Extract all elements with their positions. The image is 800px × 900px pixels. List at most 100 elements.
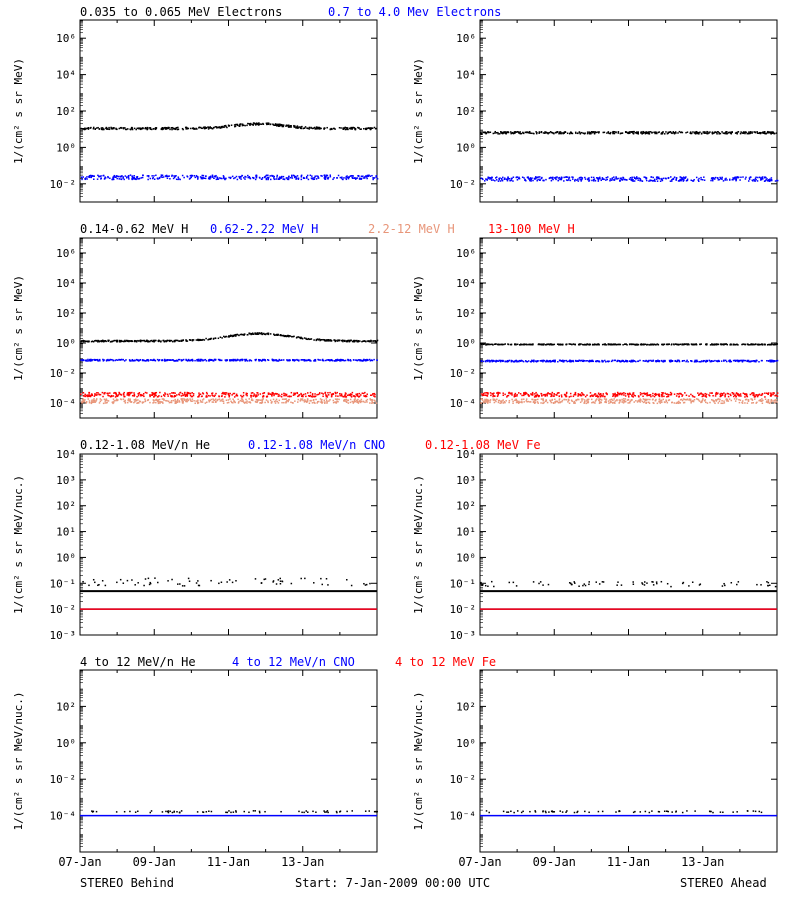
data-point-r2-ahead-1 (527, 360, 530, 362)
data-point-r2-behind-3 (374, 393, 376, 396)
data-point-r2-behind-3 (149, 394, 151, 396)
data-point-r2-behind-0 (107, 340, 110, 342)
data-point-r2-behind-0 (133, 340, 136, 343)
data-point-r2-ahead-1 (485, 360, 487, 363)
data-point-r2-behind-3 (155, 394, 157, 397)
data-point-r2-behind-3 (107, 392, 109, 395)
data-point-r2-behind-2 (306, 401, 308, 404)
data-point-r1-behind-1 (255, 176, 258, 179)
data-point-r2-behind-0 (130, 340, 133, 342)
data-point-r1-behind-0 (169, 128, 171, 131)
data-point-r2-behind-1 (141, 359, 144, 361)
data-point-r1-behind-1 (221, 177, 223, 180)
data-point-r2-behind-3 (187, 392, 190, 394)
data-point-r2-behind-1 (264, 359, 266, 361)
data-point-r2-behind-1 (152, 359, 154, 362)
data-point-r2-ahead-2 (690, 400, 693, 403)
data-point-r1-behind-1 (339, 176, 342, 179)
data-point-r2-behind-3 (281, 393, 283, 396)
data-point-r1-behind-1 (309, 174, 312, 177)
data-point-r2-behind-0 (273, 334, 276, 336)
data-point-r2-behind-1 (120, 358, 123, 361)
data-point-r1-ahead-1 (565, 179, 568, 181)
data-point-r1-ahead-1 (501, 179, 504, 182)
data-point-r2-behind-1 (84, 359, 87, 362)
data-point-r1-ahead-1 (754, 180, 756, 182)
data-point-r2-ahead-0 (601, 343, 604, 346)
data-point-r2-behind-0 (315, 338, 318, 341)
data-point-r2-ahead-2 (747, 400, 750, 403)
data-point-r1-ahead-1 (541, 176, 543, 179)
data-point-r1-ahead-1 (628, 178, 631, 180)
data-point-r1-behind-1 (320, 174, 322, 177)
data-point-r2-behind-3 (189, 394, 192, 397)
data-point-r1-behind-0 (217, 126, 219, 129)
data-point-r1-ahead-0 (762, 131, 765, 133)
data-point-r2-ahead-1 (489, 360, 491, 362)
data-point-r1-ahead-0 (522, 132, 525, 135)
data-point-r2-behind-0 (307, 337, 310, 340)
data-point-r2-ahead-2 (681, 399, 684, 402)
data-point-r2-behind-3 (256, 395, 258, 397)
data-point-r2-behind-0 (228, 336, 230, 338)
data-point-r1-behind-0 (218, 126, 221, 128)
data-point-r2-behind-0 (340, 339, 343, 342)
data-point-r1-ahead-1 (490, 179, 493, 181)
data-point-r1-behind-1 (133, 175, 135, 177)
data-point-r1-behind-0 (296, 125, 299, 127)
data-point-r2-behind-3 (341, 395, 343, 397)
data-point-r2-behind-2 (281, 398, 284, 401)
data-point-r2-behind-2 (273, 400, 276, 403)
data-point-r2-ahead-2 (534, 401, 537, 404)
data-point-r2-behind-0 (362, 340, 364, 343)
data-point-r1-behind-1 (296, 175, 299, 177)
data-point-r2-behind-2 (246, 402, 248, 404)
data-point-r2-ahead-1 (510, 360, 513, 363)
data-point-r2-ahead-2 (718, 400, 721, 403)
data-point-r2-ahead-1 (622, 360, 624, 362)
data-point-r1-ahead-1 (653, 179, 656, 182)
data-point-r2-ahead-1 (754, 360, 756, 362)
data-point-r2-behind-2 (292, 402, 294, 404)
data-point-r1-behind-0 (137, 127, 140, 129)
data-point-r1-ahead-1 (597, 177, 599, 179)
data-point-r1-behind-0 (241, 124, 244, 127)
data-point-r2-behind-0 (147, 340, 149, 343)
data-point-r2-behind-0 (141, 339, 144, 342)
data-point-r2-behind-3 (89, 395, 92, 398)
data-point-r2-behind-2 (189, 398, 191, 400)
data-point-r2-ahead-0 (644, 343, 647, 346)
data-point-r2-behind-3 (265, 395, 268, 398)
data-point-r1-behind-0 (316, 126, 318, 129)
data-point-r1-behind-1 (351, 177, 354, 179)
data-point-r2-ahead-2 (525, 400, 528, 402)
data-point-r2-ahead-2 (612, 399, 614, 402)
data-point-r2-behind-1 (309, 359, 311, 362)
data-point-r2-behind-1 (267, 359, 270, 362)
data-point-r1-behind-1 (100, 175, 102, 177)
data-point-r2-behind-0 (85, 340, 87, 343)
data-point-r2-ahead-2 (594, 400, 597, 402)
data-point-r1-behind-1 (96, 178, 99, 180)
data-point-r2-behind-2 (142, 401, 145, 403)
data-point-r2-behind-0 (94, 339, 97, 342)
data-point-r2-behind-0 (83, 340, 85, 343)
data-point-r1-behind-1 (153, 175, 155, 177)
data-point-r2-behind-3 (301, 394, 304, 397)
data-point-r1-ahead-0 (740, 131, 742, 133)
data-point-r2-behind-2 (149, 401, 151, 404)
data-point-r1-ahead-1 (560, 178, 563, 181)
data-point-r2-ahead-2 (545, 399, 548, 402)
data-point-r1-ahead-0 (698, 132, 700, 134)
data-point-r2-ahead-1 (756, 359, 758, 362)
data-point-r1-ahead-1 (680, 178, 683, 180)
data-point-r2-behind-1 (258, 360, 260, 362)
data-point-r1-behind-1 (247, 176, 249, 179)
data-point-r2-behind-2 (371, 399, 374, 401)
data-point-r2-behind-1 (249, 359, 252, 361)
header-label-cno-low: 0.12-1.08 MeV/n CNO (248, 438, 386, 452)
data-point-r1-ahead-0 (749, 131, 752, 133)
data-point-r2-ahead-2 (638, 399, 640, 401)
data-point-r1-behind-1 (340, 177, 343, 179)
data-point-r2-ahead-0 (547, 343, 549, 345)
